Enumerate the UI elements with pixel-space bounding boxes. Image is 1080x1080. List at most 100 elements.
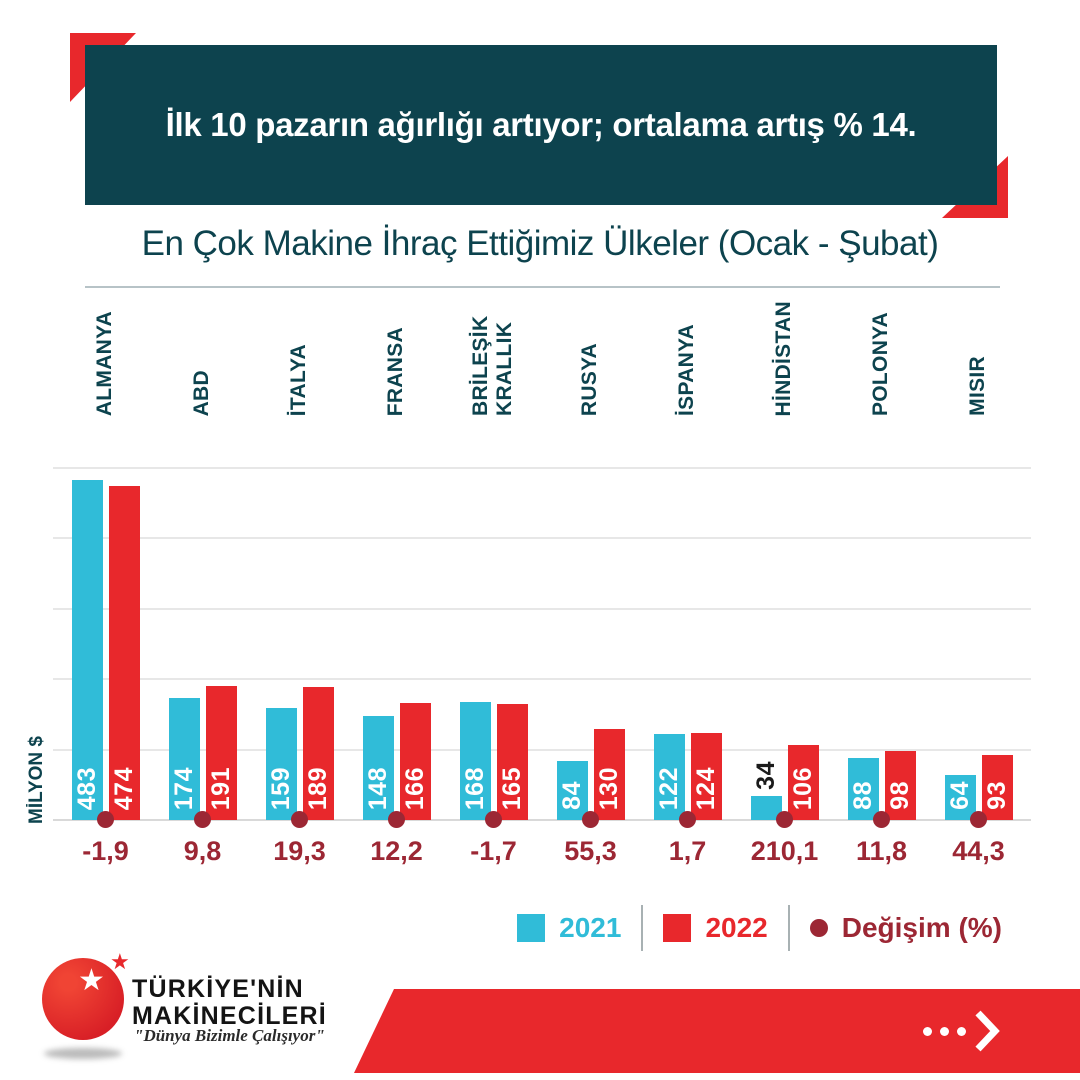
bar-value-wrap: 88 [848, 781, 879, 810]
bar-value-wrap: 84 [557, 781, 588, 810]
bar-value-wrap: 159 [266, 767, 297, 810]
bar-value-label: 34 [751, 761, 780, 791]
bar-value-wrap: 166 [400, 767, 431, 810]
bar-2022: 93 [981, 754, 1013, 820]
y-axis-label: MİLYON $ [26, 736, 47, 824]
country-label-text: İSPANYA [675, 324, 699, 416]
bar-value-wrap: 98 [885, 781, 916, 810]
change-dot [97, 811, 114, 828]
bar-pair-fransa: 148 166 [348, 468, 445, 828]
gridline [53, 607, 1031, 610]
bar-2022: 191 [205, 685, 237, 820]
bar-2022: 474 [108, 486, 140, 820]
bar-value-label: 130 [594, 766, 623, 810]
legend-divider [787, 905, 790, 951]
gridline [53, 678, 1031, 681]
legend-item-2021: 2021 [517, 912, 621, 944]
bar-value-label: 189 [303, 766, 332, 810]
bar-value-label: 106 [788, 766, 817, 810]
country-label: İTALYA [251, 292, 348, 416]
bar-2022: 106 [787, 745, 819, 820]
bar-value-label: 159 [266, 766, 295, 810]
bar-2021: 148 [362, 715, 394, 820]
bar-2021: 483 [71, 480, 103, 820]
bar-value-wrap: 124 [691, 767, 722, 810]
change-percent-value: 19,3 [273, 836, 326, 866]
country-label: HİNDİSTAN [736, 292, 833, 416]
next-button[interactable] [923, 1009, 1000, 1053]
legend-item-2022: 2022 [663, 912, 768, 944]
change-percent-value: 55,3 [564, 836, 617, 866]
bar-value-label: 165 [497, 766, 526, 810]
bar-value-wrap: 483 [72, 767, 103, 810]
bar-chart-plot: 483 474 174 191 159 189 148 166 168 165 84 130 122 12… [53, 467, 1031, 828]
bar-pair-polonya: 88 98 [833, 468, 930, 828]
chart-legend: 2021 2022 Değişim (%) [517, 905, 1002, 951]
bar-value-wrap: 122 [654, 767, 685, 810]
change-percent-value: 1,7 [668, 836, 707, 866]
legend-label-change: Değişim (%) [841, 912, 1002, 943]
change-dot [679, 811, 696, 828]
bar-2022: 166 [399, 703, 431, 820]
change-dot [776, 811, 793, 828]
change-dot [291, 811, 308, 828]
change-percent-value: 11,8 [855, 836, 908, 866]
brand-name: TÜRKİYE'NİN MAKİNECİLERİ [132, 975, 327, 1030]
chart-title: En Çok Makine İhraç Ettiğimiz Ülkeler (O… [141, 224, 939, 263]
brand-logo-shadow [44, 1048, 122, 1059]
bar-value-label: 166 [400, 766, 429, 810]
bar-value-label: 64 [945, 781, 974, 810]
change-dot [582, 811, 599, 828]
change-percent-value: 210,1 [750, 836, 819, 866]
bar-pair-bri̇leşi̇k krallik: 168 165 [445, 468, 542, 828]
bar-2022: 165 [496, 703, 528, 820]
change-dot [873, 811, 890, 828]
country-label-text: İTALYA [287, 343, 311, 416]
bar-value-wrap: 191 [206, 767, 237, 810]
bar-2021: 64 [944, 774, 976, 820]
gridline [53, 467, 1031, 469]
country-label-text: ABD [190, 369, 214, 416]
change-dot [388, 811, 405, 828]
country-label-text: MISIR [966, 356, 990, 416]
legend-item-change: Değişim (%) [809, 912, 1002, 944]
bar-2021: 88 [847, 758, 879, 820]
bar-value-label: 84 [557, 781, 586, 810]
bar-value-label: 174 [169, 766, 198, 810]
star-icon: ★ [110, 949, 130, 974]
gridline [53, 537, 1031, 540]
legend-label-2022: 2022 [705, 912, 768, 943]
country-labels-row: ALMANYA ABD İTALYA FRANSA BRİLEŞİK KRALLIK RU… [57, 292, 1027, 416]
bar-pair-rusya: 84 130 [542, 468, 639, 828]
bar-2021: 159 [265, 708, 297, 820]
bar-pair-almanya: 483 474 [57, 468, 154, 828]
bar-2021: 84 [556, 760, 588, 820]
bar-value-label: 483 [72, 766, 101, 810]
star-icon: ★ [78, 964, 105, 997]
bar-2021: 174 [168, 697, 200, 820]
country-label: ABD [154, 292, 251, 416]
change-percent-value: 44,3 [952, 836, 1005, 866]
bar-pair-hi̇ndi̇stan: 34 106 [736, 468, 833, 828]
change-percent-value: 9,8 [183, 836, 222, 866]
bar-value-wrap: 34 [751, 761, 782, 790]
change-percent-value: -1,7 [470, 836, 517, 866]
chevron-right-icon [975, 1010, 1000, 1052]
bar-value-wrap: 93 [982, 781, 1013, 810]
country-label-text: POLONYA [869, 311, 893, 416]
banner-title: İlk 10 pazarın ağırlığı artıyor; ortalam… [165, 106, 917, 143]
bar-pair-abd: 174 191 [154, 468, 251, 828]
bar-pair-i̇talya: 159 189 [251, 468, 348, 828]
country-label: FRANSA [348, 292, 445, 416]
ellipsis-dot-icon [923, 1026, 932, 1036]
country-label: İSPANYA [639, 292, 736, 416]
change-dot [485, 811, 502, 828]
country-label-text: RUSYA [578, 342, 602, 416]
bar-value-label: 88 [848, 781, 877, 810]
bar-value-label: 124 [691, 766, 720, 810]
change-dot [970, 811, 987, 828]
bar-value-wrap: 106 [788, 767, 819, 810]
country-label-text: ALMANYA [93, 310, 117, 416]
bar-value-wrap: 130 [594, 767, 625, 810]
country-label: ALMANYA [57, 292, 154, 416]
